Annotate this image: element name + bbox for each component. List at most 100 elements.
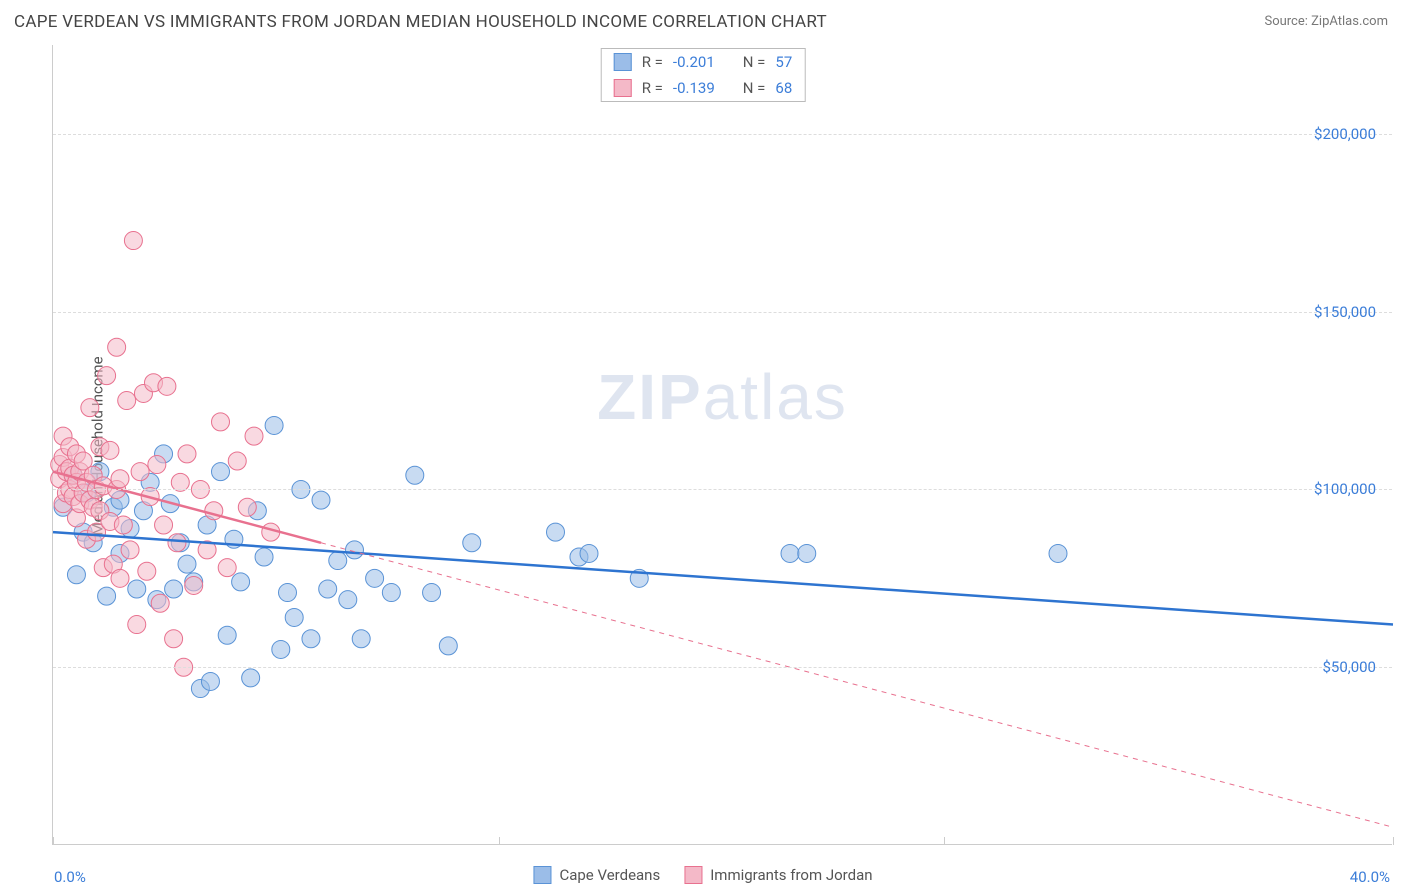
data-point: [463, 534, 481, 552]
plot-area: ZIPatlas $50,000$100,000$150,000$200,000: [52, 45, 1392, 845]
data-point: [218, 559, 236, 577]
data-point: [185, 576, 203, 594]
data-point: [111, 569, 129, 587]
legend-label: Cape Verdeans: [559, 866, 660, 884]
chart-title: CAPE VERDEAN VS IMMIGRANTS FROM JORDAN M…: [14, 12, 827, 32]
legend-swatch: [533, 866, 551, 884]
legend-item: Cape Verdeans: [533, 866, 660, 884]
data-point: [312, 491, 330, 509]
data-point: [148, 456, 166, 474]
data-point: [319, 580, 337, 598]
data-point: [218, 626, 236, 644]
chart-svg: [53, 45, 1392, 844]
n-value: 57: [775, 53, 792, 71]
r-value: -0.201: [673, 53, 715, 71]
data-point: [406, 466, 424, 484]
data-point: [168, 534, 186, 552]
trend-line: [53, 532, 1393, 624]
data-point: [158, 377, 176, 395]
data-point: [265, 416, 283, 434]
data-point: [67, 566, 85, 584]
data-point: [212, 413, 230, 431]
data-point: [155, 516, 173, 534]
data-point: [255, 548, 273, 566]
n-label: N =: [743, 53, 766, 71]
stats-swatch: [614, 53, 632, 71]
data-point: [547, 523, 565, 541]
data-point: [114, 516, 132, 534]
data-point: [201, 672, 219, 690]
data-point: [111, 470, 129, 488]
data-point: [108, 338, 126, 356]
data-point: [302, 630, 320, 648]
data-point: [245, 427, 263, 445]
data-point: [329, 552, 347, 570]
data-point: [165, 630, 183, 648]
data-point: [131, 463, 149, 481]
data-point: [272, 640, 290, 658]
data-point: [118, 392, 136, 410]
data-point: [238, 498, 256, 516]
data-point: [98, 367, 116, 385]
r-label: R =: [642, 53, 663, 71]
x-min-label: 0.0%: [54, 868, 86, 886]
y-tick-label: $150,000: [1314, 303, 1376, 321]
gridline: [53, 134, 1392, 135]
n-label: N =: [743, 79, 766, 97]
data-point: [81, 399, 99, 417]
x-tick: [499, 837, 500, 845]
gridline: [53, 489, 1392, 490]
data-point: [228, 452, 246, 470]
r-value: -0.139: [673, 79, 715, 97]
x-tick: [53, 837, 54, 845]
legend-swatch: [684, 866, 702, 884]
data-point: [366, 569, 384, 587]
data-point: [580, 544, 598, 562]
stats-row: R = -0.139 N = 68: [602, 75, 805, 101]
stats-row: R = -0.201 N = 57: [602, 49, 805, 75]
data-point: [279, 584, 297, 602]
data-point: [339, 591, 357, 609]
y-tick-label: $50,000: [1322, 658, 1376, 676]
x-tick: [1393, 837, 1394, 845]
data-point: [242, 669, 260, 687]
data-point: [121, 541, 139, 559]
data-point: [128, 616, 146, 634]
data-point: [138, 562, 156, 580]
source-label: Source: ZipAtlas.com: [1264, 14, 1388, 29]
data-point: [232, 573, 250, 591]
data-point: [101, 441, 119, 459]
data-point: [346, 541, 364, 559]
y-tick-label: $100,000: [1314, 480, 1376, 498]
legend: Cape Verdeans Immigrants from Jordan: [533, 866, 872, 884]
y-tick-label: $200,000: [1314, 125, 1376, 143]
data-point: [423, 584, 441, 602]
x-tick: [944, 837, 945, 845]
data-point: [781, 544, 799, 562]
data-point: [439, 637, 457, 655]
data-point: [352, 630, 370, 648]
data-point: [128, 580, 146, 598]
data-point: [151, 594, 169, 612]
data-point: [212, 463, 230, 481]
legend-label: Immigrants from Jordan: [710, 866, 872, 884]
stats-swatch: [614, 79, 632, 97]
r-label: R =: [642, 79, 663, 97]
data-point: [124, 232, 142, 250]
stats-box: R = -0.201 N = 57 R = -0.139 N = 68: [601, 48, 806, 102]
data-point: [285, 608, 303, 626]
gridline: [53, 667, 1392, 668]
data-point: [1049, 544, 1067, 562]
legend-item: Immigrants from Jordan: [684, 866, 872, 884]
trend-line-dashed: [321, 543, 1393, 827]
data-point: [382, 584, 400, 602]
data-point: [165, 580, 183, 598]
n-value: 68: [775, 79, 792, 97]
data-point: [98, 587, 116, 605]
data-point: [798, 544, 816, 562]
chart-container: CAPE VERDEAN VS IMMIGRANTS FROM JORDAN M…: [0, 0, 1406, 892]
data-point: [178, 555, 196, 573]
data-point: [178, 445, 196, 463]
x-max-label: 40.0%: [1350, 868, 1390, 886]
gridline: [53, 312, 1392, 313]
